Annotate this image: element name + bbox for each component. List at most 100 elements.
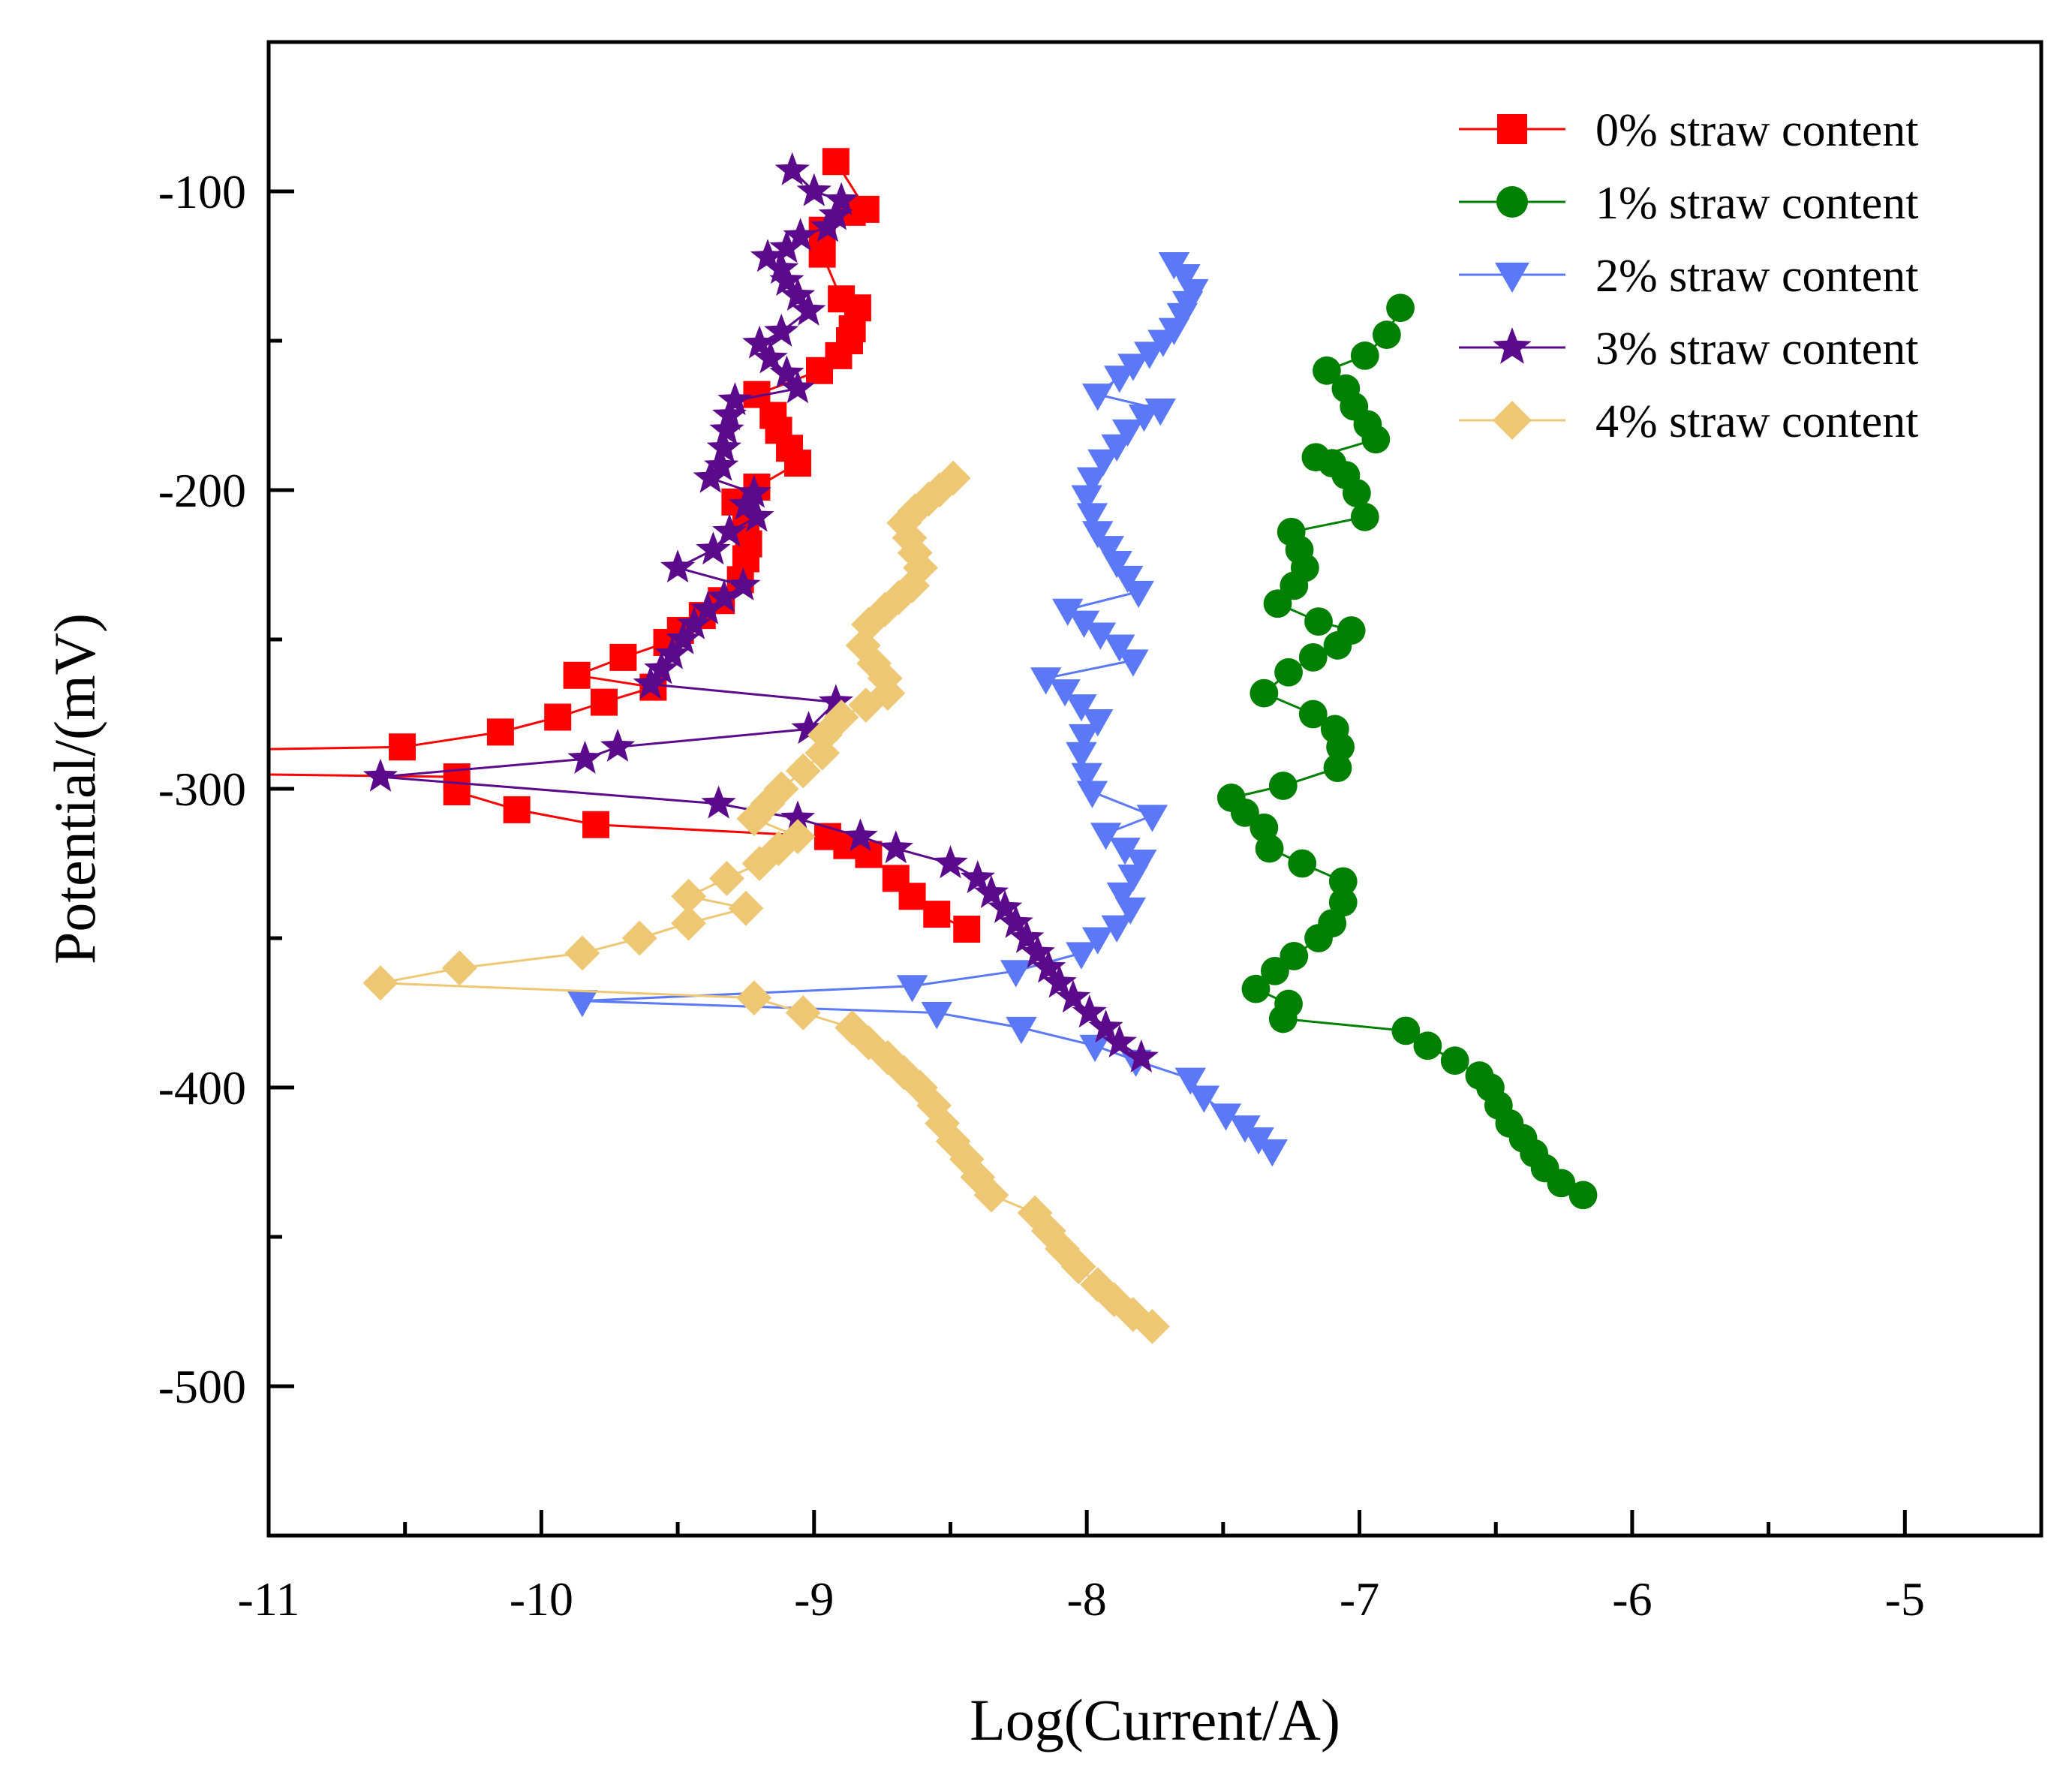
data-point — [1090, 823, 1122, 850]
data-point — [1101, 434, 1132, 462]
data-point — [1042, 964, 1077, 998]
data-point — [704, 447, 739, 481]
data-point — [590, 688, 618, 716]
data-point — [988, 889, 1023, 923]
data-point — [1256, 1139, 1288, 1167]
data-point — [1568, 1181, 1598, 1210]
data-point — [1343, 479, 1371, 507]
legend-label: 3% straw content — [1595, 323, 1918, 375]
data-point — [1263, 589, 1292, 618]
legend-item: 0% straw content — [1459, 105, 1918, 156]
legend-label: 0% straw content — [1595, 105, 1918, 156]
legend-marker — [1496, 186, 1528, 218]
data-point — [1049, 679, 1081, 707]
data-point — [780, 278, 816, 311]
data-point — [742, 325, 777, 359]
data-point — [750, 786, 786, 822]
data-point — [1280, 941, 1309, 970]
data-point — [1109, 838, 1141, 865]
data-point — [753, 340, 788, 374]
data-point — [818, 684, 853, 718]
data-point — [671, 905, 707, 941]
data-point — [709, 861, 744, 896]
data-point — [1134, 1309, 1170, 1344]
data-point — [764, 251, 799, 284]
data-point — [1128, 405, 1160, 432]
data-point — [818, 197, 853, 230]
data-point — [1361, 425, 1391, 454]
data-point — [736, 474, 771, 508]
y-tick-label: -300 — [158, 763, 246, 816]
data-point — [1087, 449, 1119, 477]
data-point — [563, 661, 591, 689]
data-point — [1210, 1103, 1242, 1131]
data-point — [1241, 974, 1271, 1003]
data-point — [1066, 742, 1097, 769]
data-point — [810, 209, 845, 242]
data-point — [1304, 607, 1333, 636]
data-point — [1096, 1282, 1132, 1317]
data-point — [1009, 919, 1045, 953]
data-point — [1081, 708, 1114, 737]
data-point — [1350, 502, 1379, 531]
data-point — [973, 875, 1009, 908]
data-point — [897, 535, 933, 570]
data-point — [1081, 384, 1114, 411]
data-point — [362, 758, 398, 792]
data-point — [1328, 867, 1358, 896]
data-point — [764, 313, 799, 347]
data-point — [1391, 1016, 1421, 1045]
data-point — [1386, 293, 1415, 323]
data-point — [935, 1124, 971, 1160]
data-point — [1304, 924, 1333, 952]
data-point — [843, 818, 878, 852]
series-3-group — [362, 152, 1159, 1073]
data-point — [660, 549, 696, 583]
data-point — [1323, 754, 1352, 783]
data-point — [1052, 598, 1084, 626]
data-point — [1111, 565, 1144, 594]
data-point — [1066, 694, 1097, 722]
data-point — [443, 778, 471, 805]
data-point — [1106, 882, 1138, 910]
data-point — [774, 152, 810, 185]
legend-item: 3% straw content — [1459, 323, 1918, 375]
data-point — [922, 472, 958, 508]
data-point — [1117, 864, 1149, 892]
data-point — [1326, 733, 1355, 762]
data-point — [200, 736, 227, 763]
x-tick-label: -9 — [794, 1572, 834, 1626]
data-point — [1030, 667, 1062, 695]
legend-marker — [1493, 327, 1532, 364]
data-point — [921, 1002, 952, 1030]
data-point — [1350, 341, 1379, 370]
data-point — [1114, 897, 1146, 925]
data-point — [1372, 320, 1401, 349]
data-point — [1268, 772, 1298, 800]
y-axis-title: Potential/(mV) — [42, 613, 107, 964]
data-point — [564, 935, 600, 971]
data-point — [1068, 610, 1100, 638]
data-point — [953, 916, 981, 943]
series-2-group — [567, 252, 1288, 1167]
data-point — [824, 182, 859, 215]
data-point — [898, 883, 926, 910]
data-point — [693, 459, 728, 493]
data-point — [855, 841, 883, 868]
series-0-group — [200, 148, 981, 943]
data-point — [1076, 467, 1108, 495]
data-point — [1547, 1169, 1576, 1198]
data-point — [1101, 915, 1132, 943]
series-4-group — [362, 460, 1170, 1344]
data-point — [609, 643, 637, 671]
data-point — [1072, 994, 1107, 1028]
data-point — [1136, 805, 1168, 832]
data-point — [1017, 1195, 1053, 1231]
data-point — [769, 355, 804, 389]
data-point — [1101, 551, 1132, 579]
data-point — [806, 357, 834, 384]
data-point — [848, 687, 884, 723]
data-point — [1084, 622, 1117, 650]
data-point — [822, 148, 850, 176]
legend-marker — [1495, 262, 1529, 293]
